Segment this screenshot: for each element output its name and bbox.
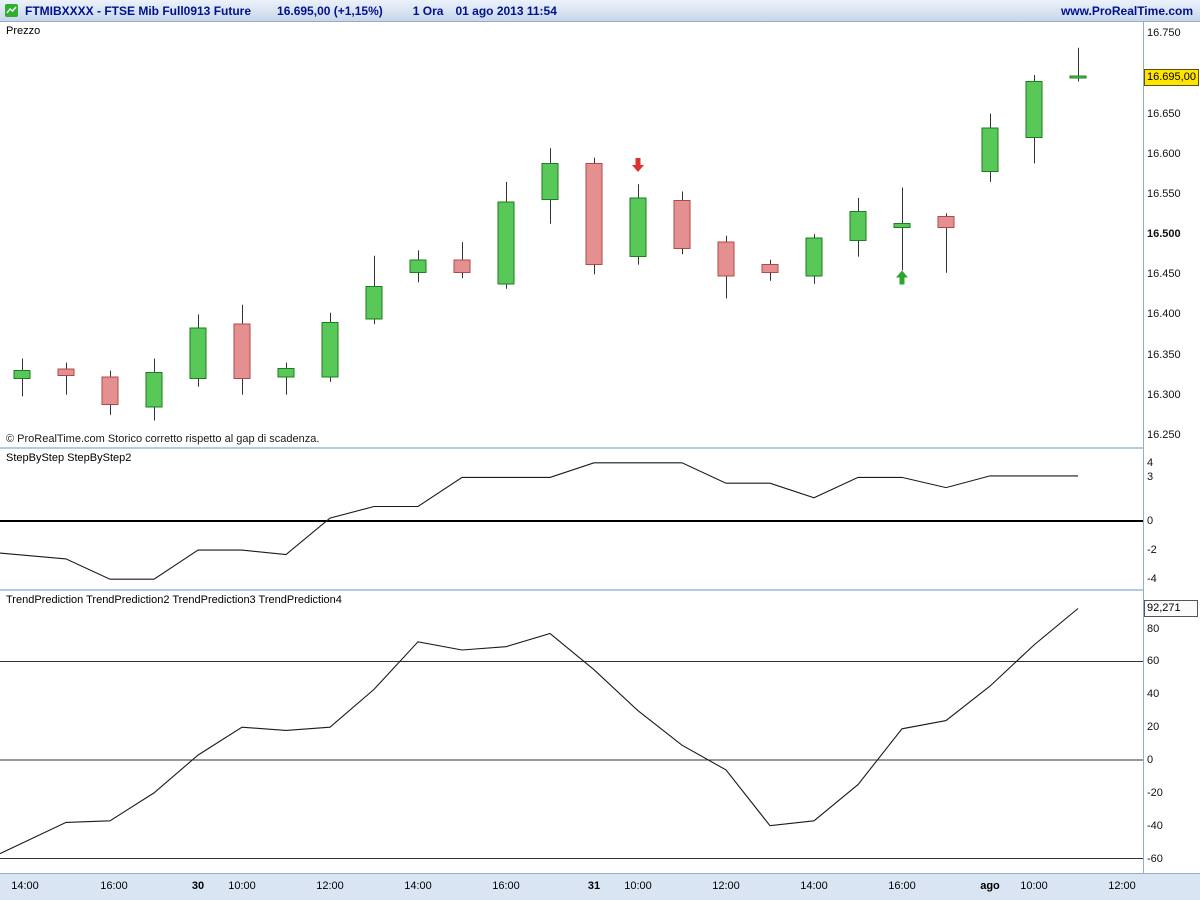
time-axis-label: 12:00 <box>712 880 740 892</box>
time-axis-label: 16:00 <box>492 880 520 892</box>
time-axis-label: 10:00 <box>624 880 652 892</box>
time-axis-label: 10:00 <box>228 880 256 892</box>
axis-tick-label: 16.450 <box>1147 268 1181 281</box>
price-chart-panel[interactable]: Prezzo © ProRealTime.com Storico corrett… <box>0 22 1143 447</box>
axis-tick-label: 16.550 <box>1147 187 1181 200</box>
last-price-and-change: 16.695,00 (+1,15%) <box>277 3 383 18</box>
value-axis-column: 16.695,00 92,271 16.750 16.650 16.600 16.55… <box>1143 22 1200 873</box>
bull-candle <box>1069 75 1087 79</box>
time-axis-day-label: 30 <box>191 880 205 892</box>
trendprediction-plot[interactable] <box>0 591 1143 873</box>
bull-candle <box>365 285 383 320</box>
chart-app-icon <box>5 4 18 17</box>
axis-tick-label: 4 <box>1147 456 1154 469</box>
axis-tick-label: 16.600 <box>1147 147 1181 160</box>
time-axis: 14:00 16:00 30 10:00 12:00 14:00 16:00 31 10:00 1… <box>0 873 1200 900</box>
axis-tick-label: -2 <box>1147 544 1157 557</box>
axis-tick-label: 16.650 <box>1147 107 1181 120</box>
time-axis-label: 16:00 <box>888 880 916 892</box>
bear-candle <box>761 264 779 274</box>
instrument-title: FTMIBXXXX - FTSE Mib Full0913 Future <box>25 3 252 18</box>
bull-candle <box>849 211 867 242</box>
bear-candle <box>937 215 955 229</box>
axis-tick-label: 16.750 <box>1147 27 1181 40</box>
axis-tick-label: 60 <box>1147 655 1160 668</box>
panel-separator[interactable] <box>0 447 1200 449</box>
stepbystep-panel-label: StepByStep StepByStep2 <box>6 452 132 464</box>
bull-candle <box>13 370 31 380</box>
bull-candle <box>145 371 163 408</box>
axis-tick-label: 16.250 <box>1147 428 1181 441</box>
bull-candle <box>981 127 999 172</box>
bull-candle <box>629 197 647 257</box>
axis-tick-label: 0 <box>1147 754 1154 766</box>
last-price-tag: 16.695,00 <box>1144 69 1199 87</box>
bull-candle <box>1025 81 1043 139</box>
axis-tick-label: -60 <box>1147 852 1163 865</box>
time-axis-label: 12:00 <box>316 880 344 892</box>
bear-candle <box>57 368 75 377</box>
bull-candle <box>409 259 427 274</box>
axis-tick-label: 80 <box>1147 622 1160 635</box>
time-axis-day-label: ago <box>980 880 1000 892</box>
bear-candle <box>233 323 251 380</box>
axis-tick-label: 3 <box>1147 471 1154 484</box>
indicator-value-tag: 92,271 <box>1144 600 1198 618</box>
axis-tick-label: -20 <box>1147 786 1163 799</box>
down-arrow-signal-icon <box>632 158 644 172</box>
bear-candle <box>585 162 603 266</box>
bear-candle <box>717 241 735 277</box>
trendprediction-panel-label: TrendPrediction TrendPrediction2 TrendPr… <box>6 594 342 606</box>
time-axis-label: 14:00 <box>800 880 828 892</box>
axis-tick-label: 40 <box>1147 688 1160 701</box>
time-axis-label: 14:00 <box>11 880 39 892</box>
time-axis-label: 16:00 <box>100 880 128 892</box>
axis-tick-label: 0 <box>1147 515 1154 528</box>
bull-candle <box>893 223 911 229</box>
bear-candle <box>453 259 471 274</box>
price-panel-label: Prezzo <box>6 25 41 37</box>
datetime-label: 01 ago 2013 11:54 <box>455 3 557 18</box>
axis-tick-label: 16.400 <box>1147 308 1181 321</box>
axis-tick-label: 16.350 <box>1147 348 1181 361</box>
stepbystep-indicator-panel[interactable]: StepByStep StepByStep2 <box>0 449 1143 589</box>
axis-tick-label: 16.500 <box>1147 228 1181 241</box>
time-axis-day-label: 31 <box>587 880 601 892</box>
candlestick-plot[interactable] <box>0 22 1143 447</box>
up-arrow-signal-icon <box>896 270 908 285</box>
trendprediction-indicator-panel[interactable]: TrendPrediction TrendPrediction2 TrendPr… <box>0 591 1143 873</box>
title-bar: FTMIBXXXX - FTSE Mib Full0913 Future 16.… <box>0 0 1200 22</box>
prorealtime-site-link[interactable]: www.ProRealTime.com <box>1060 3 1193 18</box>
bear-candle <box>101 376 119 405</box>
indicator-line-stepbystep <box>0 462 1078 580</box>
bull-candle <box>321 322 339 378</box>
time-axis-label: 14:00 <box>404 880 432 892</box>
panel-separator[interactable] <box>0 589 1200 591</box>
timeframe-label: 1 Ora <box>412 3 444 18</box>
bull-candle <box>189 327 207 380</box>
axis-tick-label: -4 <box>1147 573 1157 586</box>
stepbystep-plot[interactable] <box>0 449 1143 589</box>
indicator-line-trendprediction <box>0 608 1079 855</box>
bull-candle <box>805 237 823 277</box>
bull-candle <box>497 201 515 285</box>
axis-tick-label: 16.300 <box>1147 388 1181 401</box>
bear-candle <box>673 199 691 250</box>
time-axis-label: 12:00 <box>1108 880 1136 892</box>
axis-tick-label: -40 <box>1147 819 1163 832</box>
copyright-note: © ProRealTime.com Storico corretto rispe… <box>6 433 320 445</box>
bull-candle <box>541 162 559 201</box>
bull-candle <box>277 367 295 378</box>
axis-tick-label: 20 <box>1147 721 1160 734</box>
time-axis-label: 10:00 <box>1020 880 1048 892</box>
